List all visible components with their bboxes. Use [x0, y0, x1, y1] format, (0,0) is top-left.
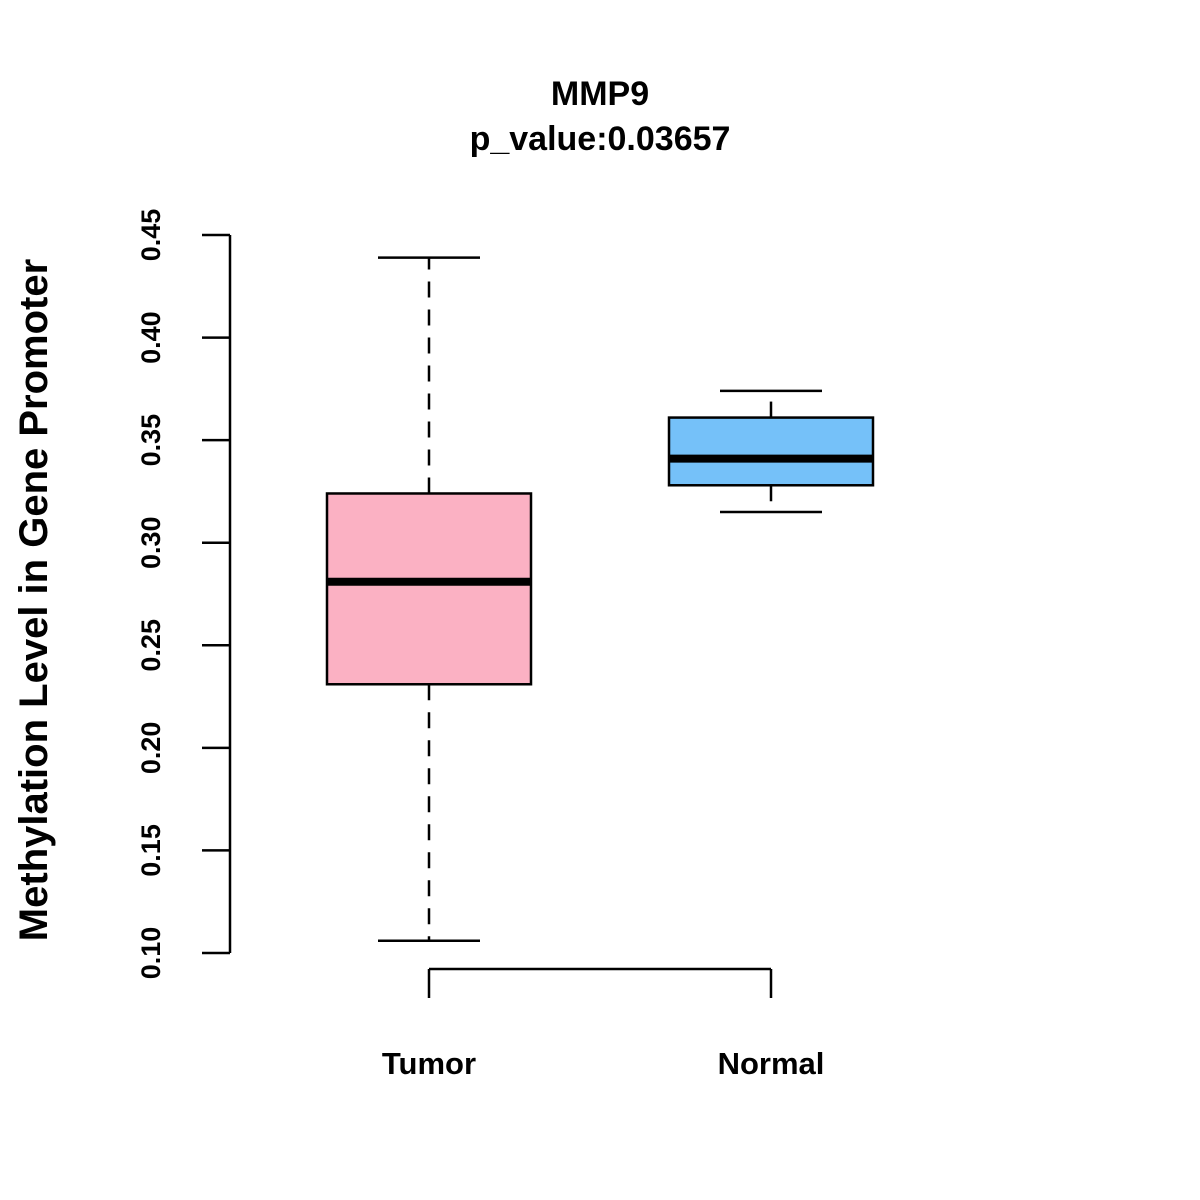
box-normal	[667, 389, 875, 514]
y-tick-label: 0.10	[136, 927, 166, 980]
chart-title: MMP9	[551, 75, 649, 113]
iqr-box	[325, 492, 533, 686]
y-tick-label: 0.20	[136, 722, 166, 775]
chart-subtitle: p_value:0.03657	[470, 120, 731, 158]
box-tumor	[325, 256, 533, 942]
y-tick-label: 0.35	[136, 414, 166, 467]
boxes	[325, 256, 875, 942]
y-axis: 0.10 0.15 0.20 0.25 0.30 0.35 0.40 0.45	[136, 209, 232, 980]
y-tick-label: 0.40	[136, 311, 166, 364]
y-tick-label: 0.30	[136, 516, 166, 569]
iqr-box	[667, 416, 875, 487]
y-axis-label: Methylation Level in Gene Promoter	[12, 259, 56, 941]
x-tick-label: Normal	[718, 1046, 825, 1081]
x-tick-label: Tumor	[382, 1046, 476, 1081]
y-tick-label: 0.25	[136, 619, 166, 672]
y-tick-label: 0.15	[136, 824, 166, 877]
x-axis: Tumor Normal	[382, 967, 825, 1081]
y-tick-label: 0.45	[136, 209, 166, 262]
